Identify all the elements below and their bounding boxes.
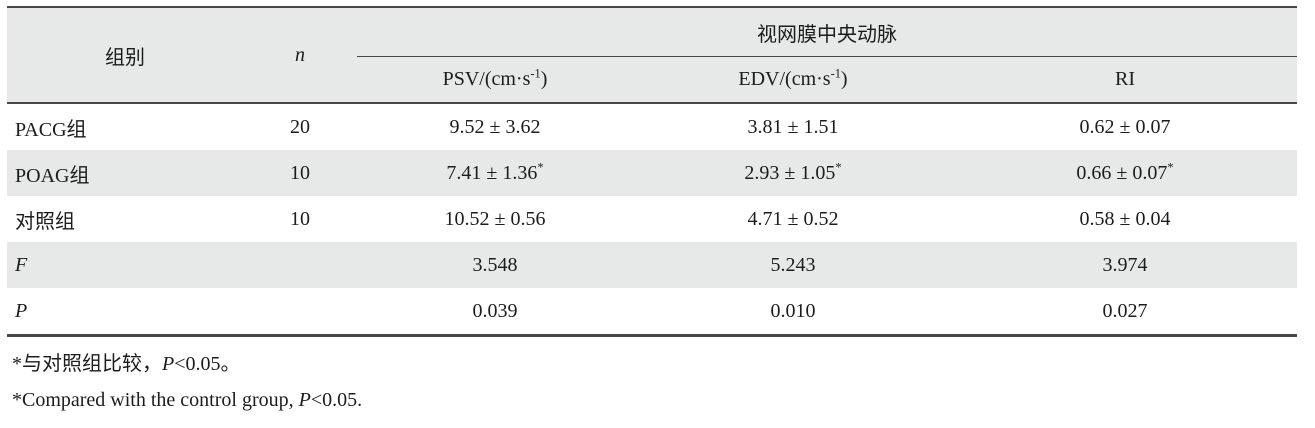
column-header-edv: EDV/(cm·s-1) xyxy=(633,56,953,104)
cell-poag-edv: 2.93 ± 1.05* xyxy=(633,150,953,196)
psv-unit-base: PSV/(cm·s xyxy=(442,68,531,90)
significance-asterisk: * xyxy=(1167,159,1174,174)
edv-unit-exponent: -1 xyxy=(830,66,841,81)
cell-pacg-n: 20 xyxy=(243,103,357,150)
column-header-psv: PSV/(cm·s-1) xyxy=(357,56,633,104)
edv-unit-base: EDV/(cm·s xyxy=(738,68,831,90)
cell-p-ri: 0.027 xyxy=(953,288,1298,336)
column-header-group: 组别 xyxy=(7,7,243,104)
row-label-poag: POAG组 xyxy=(7,150,243,196)
psv-unit-close: ) xyxy=(540,68,548,90)
cell-control-n: 10 xyxy=(243,196,357,242)
cell-control-edv: 4.71 ± 0.52 xyxy=(633,196,953,242)
statistics-table: 组别 n 视网膜中央动脉 PSV/(cm·s-1) EDV/(cm·s-1) R… xyxy=(7,6,1298,337)
cell-poag-n: 10 xyxy=(243,150,357,196)
cell-f-ri: 3.974 xyxy=(953,242,1298,288)
table-row-control: 对照组 10 10.52 ± 0.56 4.71 ± 0.52 0.58 ± 0… xyxy=(7,196,1298,242)
cell-f-psv: 3.548 xyxy=(357,242,633,288)
row-label-pacg: PACG组 xyxy=(7,103,243,150)
header-row-top: 组别 n 视网膜中央动脉 xyxy=(7,7,1298,104)
table-row-pacg: PACG组 20 9.52 ± 3.62 3.81 ± 1.51 0.62 ± … xyxy=(7,103,1298,150)
significance-asterisk: * xyxy=(537,159,544,174)
edv-unit-close: ) xyxy=(840,68,848,90)
cell-control-ri: 0.58 ± 0.04 xyxy=(953,196,1298,242)
cell-control-psv: 10.52 ± 0.56 xyxy=(357,196,633,242)
table-row-p-value: P 0.039 0.010 0.027 xyxy=(7,288,1298,336)
column-header-n: n xyxy=(243,7,357,104)
row-label-control: 对照组 xyxy=(7,196,243,242)
table-row-poag: POAG组 10 7.41 ± 1.36* 2.93 ± 1.05* 0.66 … xyxy=(7,150,1298,196)
cell-pacg-psv: 9.52 ± 3.62 xyxy=(357,103,633,150)
cell-p-psv: 0.039 xyxy=(357,288,633,336)
psv-unit-exponent: -1 xyxy=(530,66,541,81)
column-group-header-central-retinal-artery: 视网膜中央动脉 xyxy=(357,7,1298,57)
p-symbol: P xyxy=(162,353,175,375)
footnote-english: *Compared with the control group, P<0.05… xyxy=(12,389,363,411)
cell-poag-ri: 0.66 ± 0.07* xyxy=(953,150,1298,196)
row-label-p: P xyxy=(7,288,243,336)
significance-asterisk: * xyxy=(835,159,842,174)
table-row-f-statistic: F 3.548 5.243 3.974 xyxy=(7,242,1298,288)
cell-p-edv: 0.010 xyxy=(633,288,953,336)
cell-pacg-edv: 3.81 ± 1.51 xyxy=(633,103,953,150)
row-label-f: F xyxy=(7,242,243,288)
footnote-chinese: *与对照组比较，P<0.05。 xyxy=(12,353,241,375)
cell-f-n xyxy=(243,242,357,288)
column-header-ri: RI xyxy=(953,56,1298,104)
table-footnotes: *与对照组比较，P<0.05。 *Compared with the contr… xyxy=(12,346,1315,418)
p-symbol: P xyxy=(298,389,311,411)
cell-poag-psv: 7.41 ± 1.36* xyxy=(357,150,633,196)
cell-p-n xyxy=(243,288,357,336)
cell-f-edv: 5.243 xyxy=(633,242,953,288)
cell-pacg-ri: 0.62 ± 0.07 xyxy=(953,103,1298,150)
header-row-sub: PSV/(cm·s-1) EDV/(cm·s-1) RI xyxy=(7,56,1298,104)
